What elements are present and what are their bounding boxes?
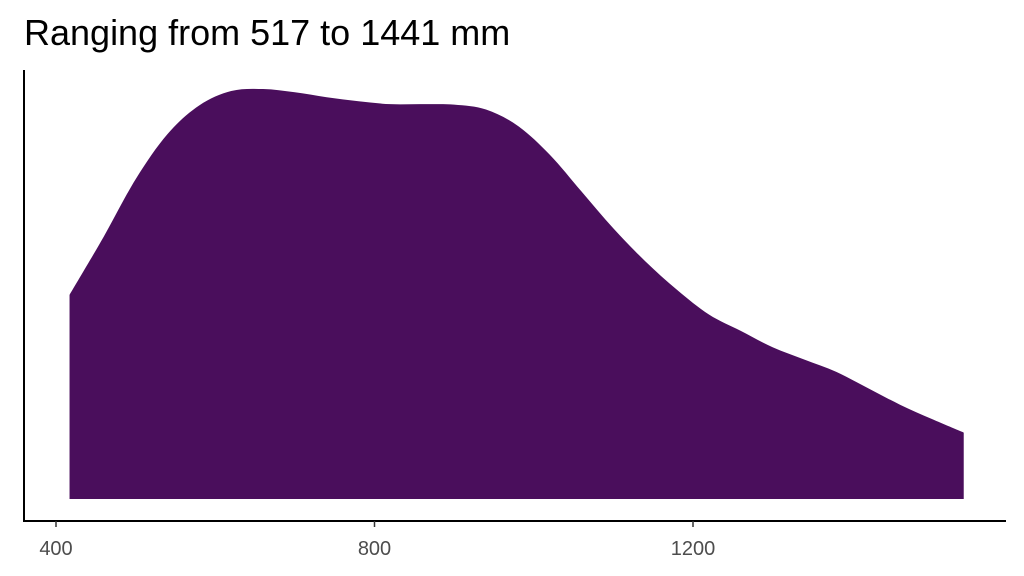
area-layer (69, 88, 964, 499)
x-tick-label-1200: 1200 (671, 538, 716, 560)
axis-layer: 400 800 1200 (23, 70, 1006, 560)
density-area-0 (69, 88, 964, 499)
x-tick-label-800: 800 (358, 538, 391, 560)
x-tick-label-400: 400 (39, 538, 72, 560)
chart-title: Ranging from 517 to 1441 mm (24, 12, 511, 53)
